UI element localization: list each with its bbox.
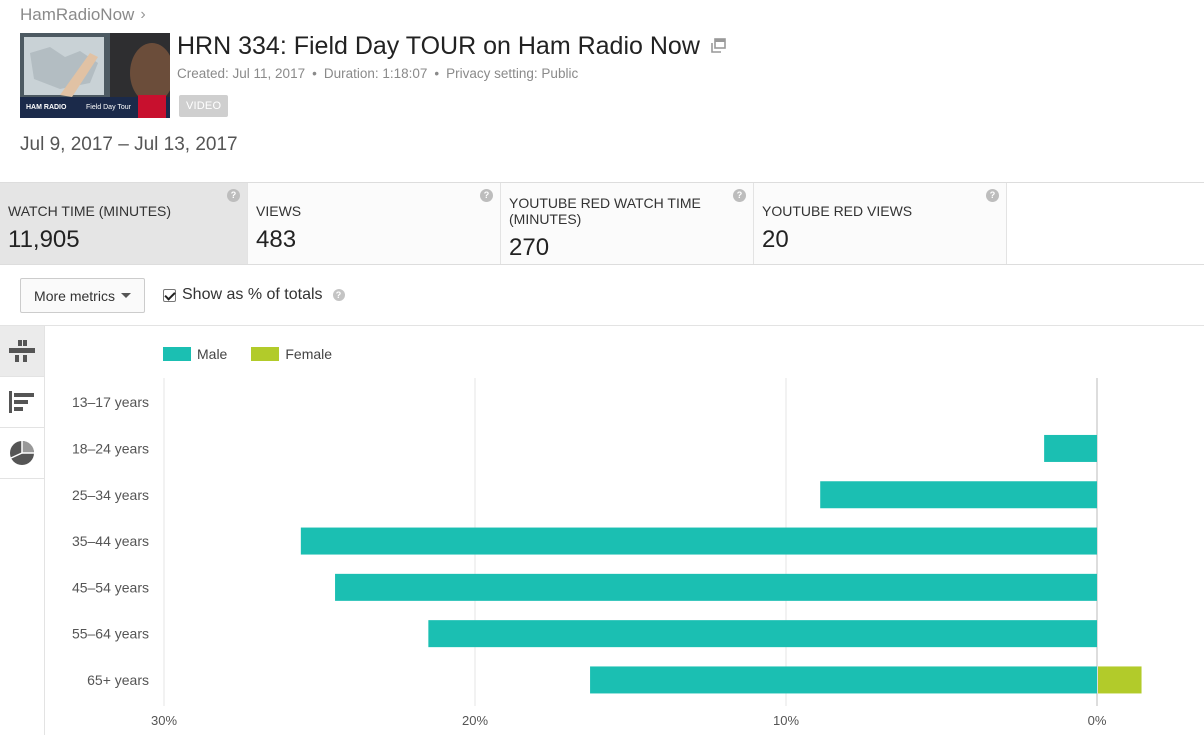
privacy-setting: Privacy setting: Public	[446, 66, 579, 81]
bar-male[interactable]	[428, 620, 1098, 648]
date-range[interactable]: Jul 9, 2017 – Jul 13, 2017	[20, 134, 238, 155]
bar-female[interactable]	[1098, 666, 1142, 694]
help-icon[interactable]: ?	[332, 289, 345, 301]
bar-male[interactable]	[300, 527, 1098, 555]
x-tick-label: 20%	[462, 713, 488, 728]
category-label: 55–64 years	[72, 626, 149, 642]
category-label: 18–24 years	[72, 440, 149, 456]
metric-label: WATCH TIME (MINUTES)	[8, 203, 172, 219]
legend-item-female[interactable]: Female	[251, 346, 332, 362]
video-title: HRN 334: Field Day TOUR on Ham Radio Now	[177, 32, 726, 61]
x-tick-label: 10%	[773, 713, 799, 728]
created-date: Created: Jul 11, 2017	[177, 66, 306, 81]
chevron-right-icon: ›	[140, 6, 146, 23]
category-label: 35–44 years	[72, 533, 149, 549]
legend-item-male[interactable]: Male	[163, 346, 227, 362]
legend-label-male: Male	[197, 346, 228, 362]
chart-toolbar: More metrics Show as % of totals ?	[0, 265, 1204, 326]
video-meta: Created: Jul 11, 2017 • Duration: 1:18:07 •…	[177, 66, 579, 81]
pie-chart-view-button[interactable]	[0, 428, 44, 479]
category-label: 13–17 years	[72, 394, 149, 410]
x-tick-label: 0%	[1088, 713, 1107, 728]
video-title-text: HRN 334: Field Day TOUR on Ham Radio Now	[177, 32, 700, 60]
chart-legend: Male Female	[163, 346, 350, 362]
category-label: 65+ years	[87, 672, 149, 688]
metric-value: 483	[256, 226, 297, 253]
metric-label: YOUTUBE RED WATCH TIME (MINUTES)	[509, 195, 701, 227]
thumbnail-brand-text: HAM RADIO	[26, 104, 67, 111]
help-icon[interactable]: ?	[480, 189, 493, 202]
metrics-bar: WATCH TIME (MINUTES) 11,905 ? VIEWS 483 …	[0, 182, 1204, 265]
show-percent-toggle[interactable]: Show as % of totals ?	[163, 286, 345, 304]
bar-male[interactable]	[820, 481, 1097, 509]
open-external-icon[interactable]	[710, 32, 726, 61]
legend-swatch-male	[163, 347, 191, 361]
demographics-chart: Male Female 30% 20% 10% 0% 13–17 years 18–24 …	[45, 326, 1204, 735]
metric-value: 270	[509, 234, 550, 261]
category-label: 45–54 years	[72, 579, 149, 595]
metric-watch-time[interactable]: WATCH TIME (MINUTES) 11,905 ?	[0, 183, 248, 264]
metric-youtube-red-watch-time[interactable]: YOUTUBE RED WATCH TIME (MINUTES) 270 ?	[501, 183, 754, 264]
video-thumbnail[interactable]: HAM RADIO Field Day Tour	[20, 33, 170, 118]
show-percent-checkbox[interactable]	[163, 288, 176, 302]
x-tick-label: 30%	[151, 713, 177, 728]
help-icon[interactable]: ?	[227, 189, 240, 202]
show-percent-label: Show as % of totals	[182, 286, 323, 303]
video-type-badge: VIDEO	[179, 95, 229, 117]
metric-views[interactable]: VIEWS 483 ?	[248, 183, 501, 264]
bar-chart-view-button[interactable]	[0, 326, 44, 377]
metric-value: 20	[762, 226, 789, 253]
legend-label-female: Female	[285, 346, 333, 362]
bar-male[interactable]	[335, 573, 1097, 601]
chart-type-sidebar	[0, 326, 45, 735]
bar-chart-icon	[9, 340, 35, 362]
breadcrumb-channel[interactable]: HamRadioNow	[20, 5, 135, 24]
breadcrumb[interactable]: HamRadioNow ›	[20, 5, 146, 25]
metric-label: YOUTUBE RED VIEWS	[762, 203, 913, 219]
metric-label: VIEWS	[256, 203, 302, 219]
list-chart-view-button[interactable]	[0, 377, 44, 428]
legend-swatch-female	[251, 347, 280, 361]
help-icon[interactable]: ?	[733, 189, 746, 202]
chart-plot: 30% 20% 10% 0% 13–17 years 18–24 years 25–34 y…	[72, 378, 1142, 728]
bar-male[interactable]	[1044, 434, 1097, 462]
pie-chart-icon	[10, 441, 34, 465]
metric-value: 11,905	[8, 226, 80, 253]
list-chart-icon	[9, 391, 34, 413]
bar-male[interactable]	[590, 666, 1097, 694]
more-metrics-button[interactable]: More metrics	[20, 278, 145, 313]
more-metrics-label: More metrics	[34, 287, 115, 304]
duration: Duration: 1:18:07	[323, 66, 428, 81]
help-icon[interactable]: ?	[986, 189, 999, 202]
thumbnail-caption-text: Field Day Tour	[86, 104, 132, 111]
category-label: 25–34 years	[72, 487, 149, 503]
metric-youtube-red-views[interactable]: YOUTUBE RED VIEWS 20 ?	[754, 183, 1007, 264]
caret-down-icon	[120, 293, 131, 298]
